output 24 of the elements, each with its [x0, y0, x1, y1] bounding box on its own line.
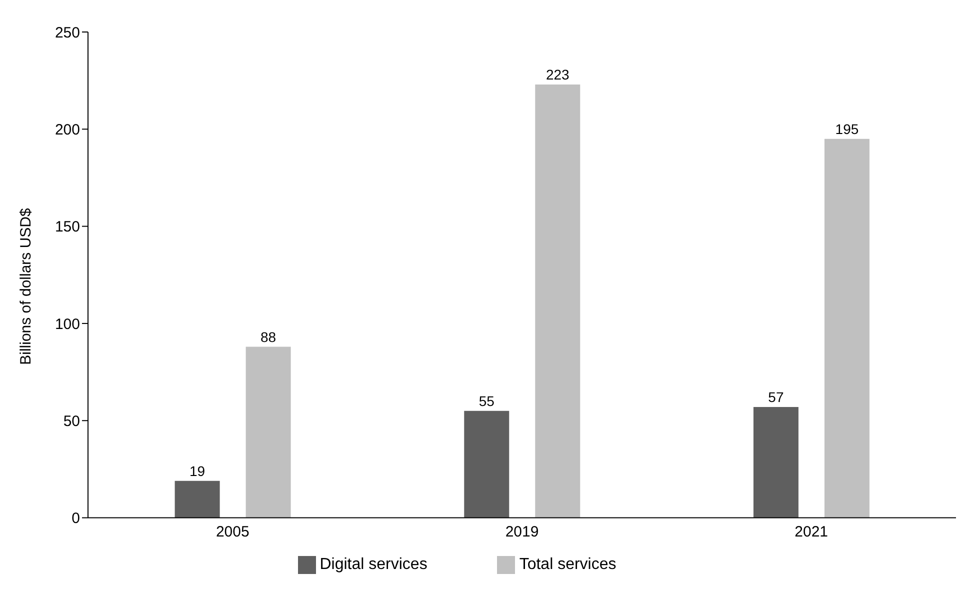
x-tick-label: 2019 — [505, 523, 539, 540]
x-tick-label: 2005 — [216, 523, 250, 540]
y-tick-label: 250 — [54, 24, 80, 42]
data-label: 88 — [260, 328, 276, 345]
data-label: 195 — [835, 120, 859, 137]
bar — [246, 346, 291, 518]
bar — [464, 410, 510, 518]
y-tick-label: 200 — [54, 121, 80, 138]
data-label: 55 — [478, 392, 495, 409]
x-tick-label: 2021 — [794, 523, 828, 540]
data-label: 57 — [768, 389, 784, 406]
data-label: 19 — [190, 462, 206, 479]
y-tick-label: 0 — [72, 510, 80, 528]
bar — [824, 138, 870, 518]
legend-label: Digital services — [320, 556, 428, 573]
data-label: 223 — [546, 66, 570, 82]
bar — [174, 480, 220, 518]
y-axis-title: Billions of dollars USD$ — [17, 207, 34, 365]
y-tick-label: 100 — [54, 316, 80, 333]
y-tick-label: 150 — [54, 218, 80, 236]
legend-label: Total services — [519, 556, 616, 573]
bar — [535, 84, 580, 518]
bar — [753, 407, 798, 518]
y-tick-label: 50 — [63, 412, 80, 430]
